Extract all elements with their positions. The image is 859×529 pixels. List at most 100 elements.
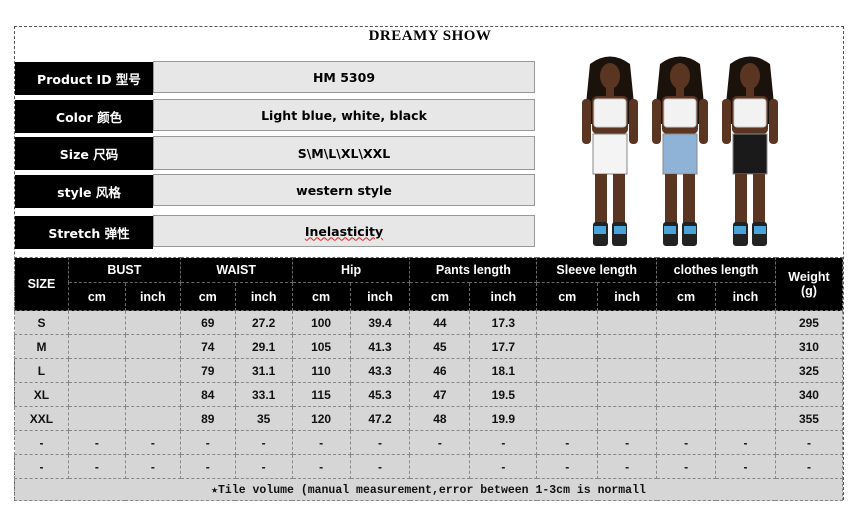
value-cell: - [656, 454, 717, 479]
value-cell: - [774, 430, 844, 455]
header-unit: cm [67, 282, 126, 311]
value-cell: - [234, 454, 293, 479]
footnote-row: ★Tile volume (manual measurement,error b… [14, 478, 843, 501]
value-cell: - [409, 430, 471, 455]
value-cell: 19.5 [469, 382, 538, 407]
value-cell [124, 334, 181, 359]
value-cell [536, 358, 599, 383]
model-figure [582, 56, 638, 246]
brand-title: DREAMY SHOW [368, 28, 492, 44]
size-cell: M [14, 334, 69, 359]
value-cell: - [469, 430, 538, 455]
value-cell [656, 382, 717, 407]
value-cell: 325 [774, 358, 844, 383]
value-cell [597, 382, 658, 407]
value-cell [536, 406, 599, 431]
value-cell: 17.3 [469, 310, 538, 335]
value-cell: 45 [409, 334, 471, 359]
value-cell [124, 310, 181, 335]
header-size: SIZE [14, 257, 69, 311]
value-cell: 41.3 [349, 334, 411, 359]
header-group: clothes length [656, 257, 776, 283]
value-cell: 340 [774, 382, 844, 407]
value-cell [67, 358, 126, 383]
value-cell: 115 [291, 382, 351, 407]
size-cell: S [14, 310, 69, 335]
stretch-label: Stretch 弹性 [15, 216, 153, 249]
value-cell [67, 382, 126, 407]
header-unit: inch [124, 282, 181, 311]
weight-label: Weight [788, 270, 830, 284]
value-cell [536, 382, 599, 407]
header-unit: inch [469, 282, 538, 311]
value-cell [67, 310, 126, 335]
table-row: L 79 31.1 110 43.3 46 18.1 325 [14, 358, 844, 383]
value-cell [536, 310, 599, 335]
value-cell [656, 358, 717, 383]
value-cell: 79 [179, 358, 236, 383]
value-cell [124, 358, 181, 383]
table-row: M 74 29.1 105 41.3 45 17.7 310 [14, 334, 844, 359]
value-cell: - [179, 454, 236, 479]
header-unit: inch [715, 282, 776, 311]
value-cell: - [715, 430, 776, 455]
value-cell [597, 358, 658, 383]
value-cell: 47 [409, 382, 471, 407]
color-label: Color 颜色 [15, 100, 153, 133]
value-cell [656, 310, 717, 335]
table-row: XL 84 33.1 115 45.3 47 19.5 340 [14, 382, 844, 407]
header-unit: cm [409, 282, 471, 311]
header-group: Pants length [409, 257, 538, 283]
value-cell [715, 358, 776, 383]
value-cell: 355 [774, 406, 844, 431]
value-cell: - [536, 454, 599, 479]
value-cell [536, 334, 599, 359]
value-cell [597, 406, 658, 431]
value-cell [597, 334, 658, 359]
size-cell: XXL [14, 406, 69, 431]
stretch-text: Inelasticity [304, 223, 384, 239]
value-cell: - [469, 454, 538, 479]
value-cell [715, 382, 776, 407]
header-unit: cm [291, 282, 351, 311]
value-cell [715, 406, 776, 431]
header-group: Hip [291, 257, 411, 283]
value-cell: - [234, 430, 293, 455]
value-cell: - [597, 454, 658, 479]
header-group: Sleeve length [536, 257, 658, 283]
value-cell: 74 [179, 334, 236, 359]
value-cell: 43.3 [349, 358, 411, 383]
style-value: western style [153, 174, 535, 206]
value-cell: 19.9 [469, 406, 538, 431]
value-cell: 18.1 [469, 358, 538, 383]
value-cell: - [179, 430, 236, 455]
value-cell: - [656, 430, 717, 455]
size-cell: L [14, 358, 69, 383]
table-row: XXL 89 35 120 47.2 48 19.9 355 [14, 406, 844, 431]
value-cell: 110 [291, 358, 351, 383]
model-figure [722, 56, 778, 246]
product-id-value: HM 5309 [153, 61, 535, 93]
header-unit: cm [656, 282, 717, 311]
product-id-label: Product ID 型号 [15, 62, 153, 95]
value-cell: - [291, 430, 351, 455]
value-cell: 29.1 [234, 334, 293, 359]
value-cell: 44 [409, 310, 471, 335]
value-cell: - [67, 454, 126, 479]
value-cell: 27.2 [234, 310, 293, 335]
footnote: ★Tile volume (manual measurement,error b… [14, 478, 843, 501]
header-unit: cm [536, 282, 599, 311]
value-cell [124, 382, 181, 407]
value-cell: - [715, 454, 776, 479]
value-cell: - [124, 430, 181, 455]
value-cell [715, 310, 776, 335]
color-value: Light blue, white, black [153, 99, 535, 131]
table-row: ------------- [14, 454, 844, 479]
header-unit: cm [179, 282, 236, 311]
size-value: S\M\L\XL\XXL [153, 136, 535, 170]
value-cell [67, 406, 126, 431]
size-label: Size 尺码 [15, 137, 153, 170]
value-cell: - [291, 454, 351, 479]
value-cell: 295 [774, 310, 844, 335]
value-cell: - [124, 454, 181, 479]
